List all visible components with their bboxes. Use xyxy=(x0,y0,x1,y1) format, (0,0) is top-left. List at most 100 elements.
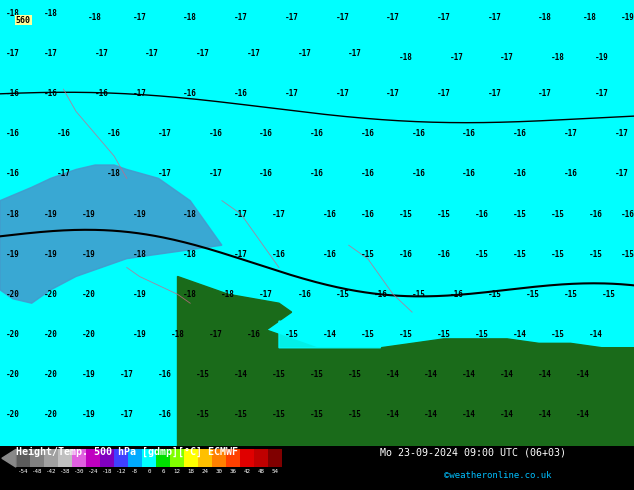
Text: -15: -15 xyxy=(526,290,540,299)
Text: -15: -15 xyxy=(361,250,375,259)
Text: -17: -17 xyxy=(133,89,146,98)
Text: 24: 24 xyxy=(202,469,209,474)
Text: -17: -17 xyxy=(234,210,248,219)
Text: 42: 42 xyxy=(243,469,250,474)
Bar xyxy=(30,449,44,467)
Text: 12: 12 xyxy=(174,469,181,474)
Text: -17: -17 xyxy=(234,250,248,259)
Text: -15: -15 xyxy=(285,330,299,339)
Text: -20: -20 xyxy=(44,290,58,299)
Text: -17: -17 xyxy=(209,170,223,178)
Text: -16: -16 xyxy=(323,250,337,259)
Text: -15: -15 xyxy=(361,330,375,339)
Bar xyxy=(114,449,128,467)
Text: -15: -15 xyxy=(196,410,210,419)
Text: -16: -16 xyxy=(107,129,121,138)
Text: -16: -16 xyxy=(589,210,603,219)
Text: -17: -17 xyxy=(285,13,299,23)
Text: -17: -17 xyxy=(56,170,70,178)
Text: -15: -15 xyxy=(399,210,413,219)
Text: -16: -16 xyxy=(564,170,578,178)
Text: -19: -19 xyxy=(621,13,634,23)
Text: -18: -18 xyxy=(88,13,102,23)
Text: -16: -16 xyxy=(6,129,20,138)
Text: -20: -20 xyxy=(6,330,20,339)
Bar xyxy=(254,449,268,467)
Text: -14: -14 xyxy=(234,370,248,379)
Text: 30: 30 xyxy=(216,469,223,474)
Text: -17: -17 xyxy=(120,370,134,379)
Text: -17: -17 xyxy=(348,49,362,58)
Text: -30: -30 xyxy=(74,469,84,474)
Text: -42: -42 xyxy=(46,469,56,474)
Polygon shape xyxy=(380,339,634,446)
Bar xyxy=(198,449,212,467)
Text: -14: -14 xyxy=(500,370,514,379)
Text: -17: -17 xyxy=(614,170,628,178)
Text: -17: -17 xyxy=(234,13,248,23)
Text: -17: -17 xyxy=(564,129,578,138)
Text: -16: -16 xyxy=(450,290,463,299)
Text: -14: -14 xyxy=(462,370,476,379)
Text: -17: -17 xyxy=(247,49,261,58)
Text: -18: -18 xyxy=(551,53,565,62)
Text: 6: 6 xyxy=(161,469,165,474)
Text: -15: -15 xyxy=(589,250,603,259)
Text: 560: 560 xyxy=(16,16,31,24)
Text: -16: -16 xyxy=(373,290,387,299)
Text: -20: -20 xyxy=(82,330,96,339)
Text: -16: -16 xyxy=(272,250,286,259)
Text: -14: -14 xyxy=(538,410,552,419)
Text: -16: -16 xyxy=(621,210,634,219)
Text: -17: -17 xyxy=(196,49,210,58)
Text: -16: -16 xyxy=(209,129,223,138)
Text: -20: -20 xyxy=(44,370,58,379)
Text: -15: -15 xyxy=(564,290,578,299)
Text: -16: -16 xyxy=(513,170,527,178)
Text: -20: -20 xyxy=(6,290,20,299)
Text: -18: -18 xyxy=(133,250,146,259)
Text: -18: -18 xyxy=(107,170,121,178)
Text: -19: -19 xyxy=(133,330,146,339)
Polygon shape xyxy=(178,276,634,446)
Text: -17: -17 xyxy=(488,89,501,98)
Text: -17: -17 xyxy=(595,89,609,98)
Text: -54: -54 xyxy=(18,469,28,474)
Text: -16: -16 xyxy=(310,129,324,138)
Text: -17: -17 xyxy=(259,290,273,299)
Text: -15: -15 xyxy=(621,250,634,259)
Text: -18: -18 xyxy=(221,290,235,299)
Text: -17: -17 xyxy=(450,53,463,62)
Text: -19: -19 xyxy=(133,210,146,219)
Polygon shape xyxy=(0,165,222,303)
Text: -14: -14 xyxy=(513,330,527,339)
Text: -15: -15 xyxy=(513,210,527,219)
Text: -16: -16 xyxy=(6,89,20,98)
Text: -15: -15 xyxy=(234,410,248,419)
Text: -18: -18 xyxy=(6,210,20,219)
Text: -17: -17 xyxy=(614,129,628,138)
Bar xyxy=(142,449,156,467)
Text: -16: -16 xyxy=(6,170,20,178)
Text: -16: -16 xyxy=(361,129,375,138)
Text: -16: -16 xyxy=(56,129,70,138)
Text: -15: -15 xyxy=(437,330,451,339)
Text: -14: -14 xyxy=(576,410,590,419)
Text: -16: -16 xyxy=(361,210,375,219)
Text: -15: -15 xyxy=(513,250,527,259)
Bar xyxy=(86,449,100,467)
Text: -16: -16 xyxy=(475,210,489,219)
Text: -17: -17 xyxy=(297,49,311,58)
Text: -15: -15 xyxy=(399,330,413,339)
Text: -19: -19 xyxy=(82,250,96,259)
Text: -19: -19 xyxy=(82,410,96,419)
Text: -17: -17 xyxy=(158,129,172,138)
Text: 48: 48 xyxy=(257,469,264,474)
Text: -16: -16 xyxy=(411,170,425,178)
Text: ©weatheronline.co.uk: ©weatheronline.co.uk xyxy=(444,471,552,481)
Text: -19: -19 xyxy=(82,370,96,379)
Text: -14: -14 xyxy=(323,330,337,339)
Text: Mo 23-09-2024 09:00 UTC (06+03): Mo 23-09-2024 09:00 UTC (06+03) xyxy=(380,447,566,457)
Text: -16: -16 xyxy=(247,330,261,339)
Text: -12: -12 xyxy=(116,469,126,474)
